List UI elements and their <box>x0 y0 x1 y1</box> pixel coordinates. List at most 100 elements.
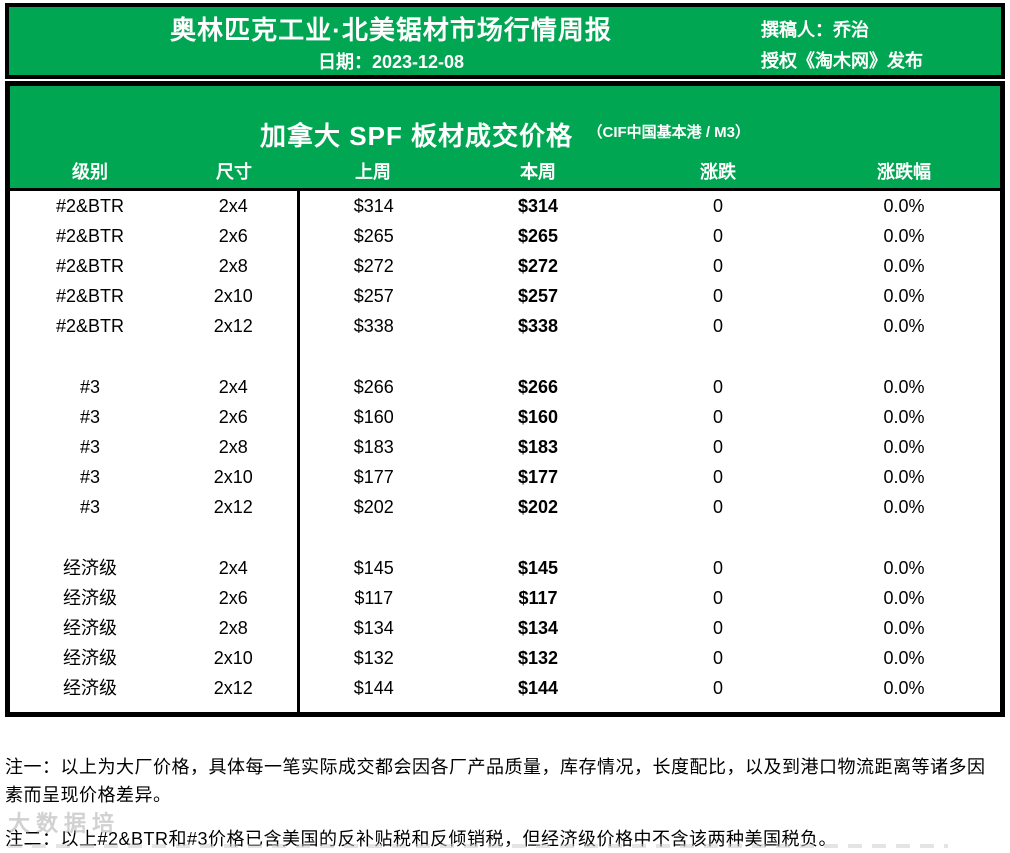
change-pct-cell: 0.0% <box>883 315 925 336</box>
last-week-cell: $144 <box>296 672 448 703</box>
grade-cell: 经济级 <box>63 647 117 668</box>
change-cell: 0 <box>712 195 723 216</box>
this-week-cell: $132 <box>517 647 559 668</box>
spacer-row <box>10 340 1000 372</box>
change-pct-cell: 0.0% <box>883 587 925 608</box>
this-week-cell: $272 <box>517 255 559 276</box>
last-week-cell: $132 <box>296 642 448 673</box>
col-header-change-pct: 涨跌幅 <box>808 155 1001 191</box>
table-title-row: 加拿大 SPF 板材成交价格 （CIF中国基本港 / M3） <box>10 86 1000 155</box>
price-row: #3 2x10 $177 $177 0 0.0% <box>10 461 1000 492</box>
change-pct-cell: 0.0% <box>883 557 925 578</box>
grade-cell: #2&BTR <box>55 285 125 306</box>
grade-cell: #2&BTR <box>55 255 125 276</box>
col-header-this-week: 本周 <box>448 155 628 191</box>
price-row: 经济级 2x12 $144 $144 0 0.0% <box>10 672 1000 703</box>
change-cell: 0 <box>712 647 723 668</box>
footnote-2: 注二：以上#2&BTR和#3价格已含美国的反补贴税和反倾销税，但经济级价格中不含… <box>5 828 838 849</box>
size-cell: 2x4 <box>218 195 248 216</box>
this-week-cell: $338 <box>517 315 559 336</box>
change-pct-cell: 0.0% <box>883 647 925 668</box>
change-cell: 0 <box>712 587 723 608</box>
change-pct-cell: 0.0% <box>883 496 925 517</box>
last-week-cell: $183 <box>296 431 448 462</box>
spacer-row <box>10 702 1000 712</box>
price-row: #3 2x12 $202 $202 0 0.0% <box>10 491 1000 522</box>
col-header-grade: 级别 <box>10 155 170 191</box>
banner-main: 奥林匹克工业·北美锯材市场行情周报 日期：2023-12-08 <box>21 15 761 72</box>
price-row: 经济级 2x10 $132 $132 0 0.0% <box>10 642 1000 673</box>
table-title: 加拿大 SPF 板材成交价格 <box>260 121 574 151</box>
change-cell: 0 <box>712 406 723 427</box>
size-cell: 2x10 <box>213 647 253 668</box>
grade-cell: #2&BTR <box>55 195 125 216</box>
change-pct-cell: 0.0% <box>883 255 925 276</box>
size-cell: 2x8 <box>218 436 248 457</box>
last-week-cell: $177 <box>296 461 448 492</box>
grade-cell: #3 <box>79 376 101 397</box>
price-row: #2&BTR 2x6 $265 $265 0 0.0% <box>10 220 1000 251</box>
change-pct-cell: 0.0% <box>883 195 925 216</box>
change-cell: 0 <box>712 255 723 276</box>
price-row: 经济级 2x6 $117 $117 0 0.0% <box>10 582 1000 613</box>
last-week-cell: $160 <box>296 401 448 432</box>
last-week-cell: $145 <box>296 552 448 583</box>
grade-cell: #3 <box>79 466 101 487</box>
grade-cell: #2&BTR <box>55 315 125 336</box>
change-cell: 0 <box>712 466 723 487</box>
report-page: 奥林匹克工业·北美锯材市场行情周报 日期：2023-12-08 撰稿人：乔治 授… <box>5 3 1005 853</box>
change-cell: 0 <box>712 376 723 397</box>
grade-cell: 经济级 <box>63 587 117 608</box>
size-cell: 2x8 <box>218 617 248 638</box>
size-cell: 2x8 <box>218 255 248 276</box>
grade-cell: #3 <box>79 406 101 427</box>
this-week-cell: $265 <box>517 225 559 246</box>
grade-cell: #3 <box>79 436 101 457</box>
last-week-cell: $314 <box>296 189 448 221</box>
price-row: #3 2x4 $266 $266 0 0.0% <box>10 371 1000 402</box>
size-cell: 2x10 <box>213 285 253 306</box>
this-week-cell: $257 <box>517 285 559 306</box>
grade-cell: 经济级 <box>63 617 117 638</box>
change-cell: 0 <box>712 496 723 517</box>
last-week-cell: $265 <box>296 220 448 251</box>
last-week-cell: $202 <box>296 491 448 522</box>
change-cell: 0 <box>712 617 723 638</box>
report-author: 撰稿人：乔治 <box>761 20 869 40</box>
size-cell: 2x6 <box>218 406 248 427</box>
banner-side: 撰稿人：乔治 授权《淘木网》发布 <box>761 15 989 71</box>
report-title: 奥林匹克工业·北美锯材市场行情周报 <box>170 15 612 45</box>
change-pct-cell: 0.0% <box>883 406 925 427</box>
change-pct-cell: 0.0% <box>883 466 925 487</box>
grade-cell: 经济级 <box>63 677 117 698</box>
size-cell: 2x6 <box>218 225 248 246</box>
col-header-size: 尺寸 <box>170 155 298 191</box>
this-week-cell: $202 <box>517 496 559 517</box>
change-pct-cell: 0.0% <box>883 225 925 246</box>
price-table-body: #2&BTR 2x4 $314 $314 0 0.0% #2&BTR 2x6 $… <box>10 189 1000 712</box>
this-week-cell: $160 <box>517 406 559 427</box>
size-cell: 2x10 <box>213 466 253 487</box>
grade-cell: 经济级 <box>63 557 117 578</box>
price-table-box: 加拿大 SPF 板材成交价格 （CIF中国基本港 / M3） 级别 尺寸 上周 … <box>5 81 1005 717</box>
size-cell: 2x12 <box>213 315 253 336</box>
price-row: #3 2x6 $160 $160 0 0.0% <box>10 401 1000 432</box>
change-pct-cell: 0.0% <box>883 285 925 306</box>
cutoff-text-sliver <box>8 844 948 848</box>
price-row: #2&BTR 2x8 $272 $272 0 0.0% <box>10 250 1000 281</box>
price-row: 经济级 2x4 $145 $145 0 0.0% <box>10 552 1000 583</box>
change-cell: 0 <box>712 557 723 578</box>
last-week-cell: $257 <box>296 280 448 311</box>
col-header-change: 涨跌 <box>628 155 808 191</box>
price-row: #2&BTR 2x10 $257 $257 0 0.0% <box>10 280 1000 311</box>
size-cell: 2x12 <box>213 496 253 517</box>
size-cell: 2x4 <box>218 557 248 578</box>
this-week-cell: $134 <box>517 617 559 638</box>
last-week-cell: $338 <box>296 310 448 341</box>
footnote-1: 注一：以上为大厂价格，具体每一笔实际成交都会因各厂产品质量，库存情况，长度配比，… <box>5 756 986 805</box>
this-week-cell: $314 <box>517 195 559 216</box>
change-cell: 0 <box>712 285 723 306</box>
last-week-cell: $272 <box>296 250 448 281</box>
price-row: #2&BTR 2x4 $314 $314 0 0.0% <box>10 189 1000 221</box>
report-banner: 奥林匹克工业·北美锯材市场行情周报 日期：2023-12-08 撰稿人：乔治 授… <box>5 3 1005 79</box>
